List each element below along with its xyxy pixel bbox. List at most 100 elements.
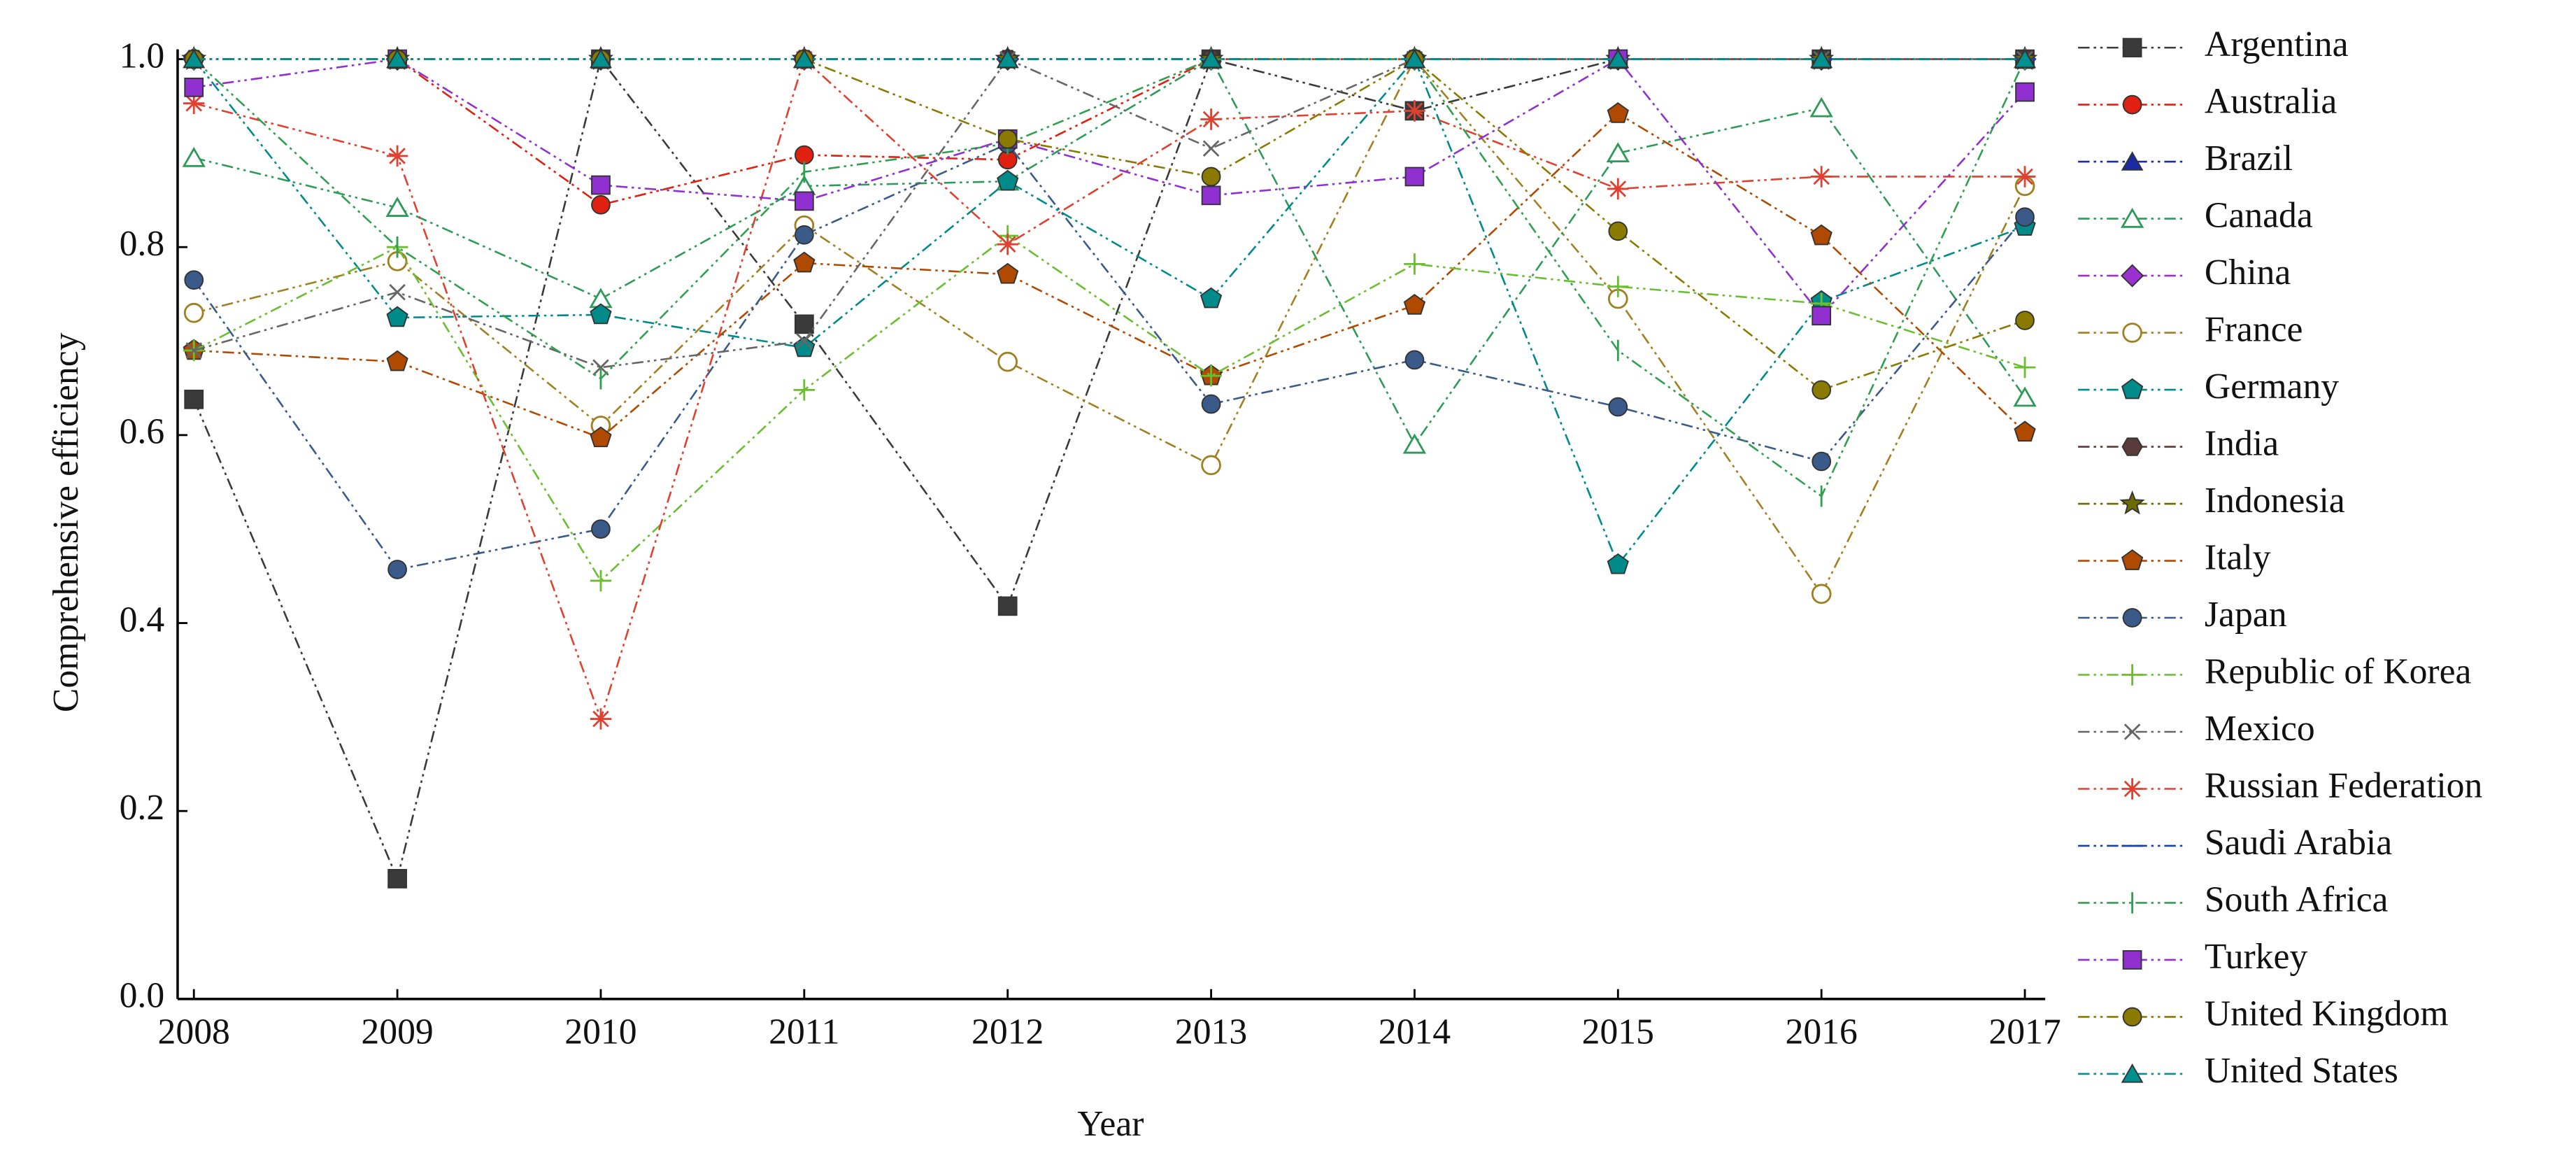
y-tick-label: 1.0 bbox=[120, 36, 165, 76]
marker bbox=[997, 262, 1019, 284]
legend-label: Turkey bbox=[2205, 937, 2308, 977]
series-line bbox=[193, 234, 2026, 583]
series bbox=[183, 48, 2036, 69]
marker bbox=[184, 389, 204, 409]
series bbox=[183, 49, 2035, 604]
legend-label: Australia bbox=[2205, 81, 2337, 121]
marker bbox=[1810, 224, 1833, 246]
legend-label: Argentina bbox=[2205, 24, 2349, 64]
legend-label: South Africa bbox=[2205, 879, 2389, 919]
marker bbox=[184, 270, 204, 290]
marker bbox=[1608, 397, 1628, 417]
series bbox=[184, 49, 2035, 326]
marker bbox=[2015, 82, 2035, 102]
marker bbox=[1403, 48, 1426, 69]
marker bbox=[590, 303, 612, 325]
marker bbox=[796, 332, 813, 350]
marker bbox=[1201, 394, 1221, 414]
marker bbox=[1200, 365, 1222, 387]
legend-label: Saudi Arabia bbox=[2205, 823, 2392, 863]
legend-marker bbox=[2121, 151, 2144, 171]
legend-label: United Kingdom bbox=[2205, 993, 2449, 1033]
marker bbox=[590, 570, 612, 592]
legend-marker bbox=[2122, 608, 2142, 628]
legend-marker bbox=[2121, 778, 2143, 800]
series bbox=[184, 134, 2035, 579]
x-axis-label: Year bbox=[1077, 1104, 1144, 1144]
marker bbox=[1404, 350, 1425, 370]
x-tick-label: 2015 bbox=[1582, 1012, 1654, 1052]
marker bbox=[1403, 294, 1426, 315]
marker bbox=[2015, 311, 2035, 330]
marker bbox=[183, 92, 205, 114]
series bbox=[183, 48, 2036, 730]
legend-marker bbox=[2122, 950, 2142, 970]
marker bbox=[1810, 166, 1833, 188]
marker bbox=[184, 77, 204, 97]
marker bbox=[1202, 140, 1220, 157]
legend-label: United States bbox=[2205, 1051, 2398, 1091]
legend-marker bbox=[2122, 38, 2142, 57]
marker bbox=[1607, 102, 1629, 123]
x-tick-label: 2017 bbox=[1988, 1012, 2061, 1052]
marker bbox=[1201, 167, 1221, 187]
marker bbox=[1200, 48, 1223, 69]
marker bbox=[1607, 178, 1629, 200]
marker bbox=[1812, 380, 1832, 400]
series-line bbox=[194, 58, 2026, 206]
legend-label: Canada bbox=[2205, 195, 2313, 235]
marker bbox=[2014, 420, 2036, 442]
marker bbox=[385, 197, 409, 217]
legend-marker bbox=[2121, 1063, 2144, 1083]
y-tick-label: 0.0 bbox=[120, 976, 165, 1016]
series bbox=[184, 49, 2035, 215]
legend-marker bbox=[2119, 490, 2145, 515]
series-line bbox=[193, 58, 2026, 498]
series bbox=[184, 49, 2035, 889]
legend-marker bbox=[2122, 323, 2142, 343]
legend-label: India bbox=[2205, 423, 2279, 463]
marker bbox=[1404, 167, 1425, 187]
series-line bbox=[193, 57, 2026, 567]
legend-label: Mexico bbox=[2205, 709, 2315, 749]
series-line bbox=[193, 142, 2026, 571]
marker bbox=[1201, 185, 1221, 206]
y-tick-label: 0.4 bbox=[120, 600, 165, 639]
series-line bbox=[193, 57, 2026, 882]
legend-label: Indonesia bbox=[2205, 481, 2345, 521]
x-tick-label: 2014 bbox=[1379, 1012, 1451, 1052]
marker bbox=[997, 233, 1018, 255]
series-line bbox=[194, 112, 2026, 439]
series bbox=[184, 49, 2035, 400]
x-tick-label: 2016 bbox=[1786, 1012, 1858, 1052]
marker bbox=[794, 225, 814, 245]
marker bbox=[183, 48, 206, 69]
legend-marker bbox=[2122, 94, 2142, 115]
series bbox=[182, 48, 2037, 454]
marker bbox=[591, 519, 611, 539]
y-axis-label: Comprehensive efficiency bbox=[46, 332, 86, 712]
legend-marker bbox=[2121, 437, 2143, 456]
legend-label: France bbox=[2205, 309, 2303, 349]
marker bbox=[387, 560, 407, 579]
legend-marker bbox=[2121, 378, 2144, 399]
marker bbox=[996, 48, 1019, 69]
marker bbox=[2015, 207, 2035, 227]
series-line bbox=[193, 57, 2026, 596]
marker bbox=[1811, 583, 1832, 604]
y-tick-label: 0.2 bbox=[120, 788, 165, 828]
legend-marker bbox=[2120, 207, 2144, 228]
marker bbox=[387, 869, 407, 889]
marker bbox=[997, 169, 1019, 191]
marker bbox=[2013, 386, 2037, 407]
marker bbox=[386, 306, 408, 327]
marker bbox=[1404, 253, 1425, 275]
x-tick-label: 2009 bbox=[361, 1012, 433, 1052]
legend-label: Republic of Korea bbox=[2205, 651, 2472, 691]
series-line bbox=[193, 57, 2026, 446]
x-tick-label: 2011 bbox=[769, 1012, 839, 1052]
marker bbox=[1608, 221, 1628, 241]
legend-label: Russian Federation bbox=[2205, 765, 2483, 805]
marker bbox=[997, 596, 1018, 616]
